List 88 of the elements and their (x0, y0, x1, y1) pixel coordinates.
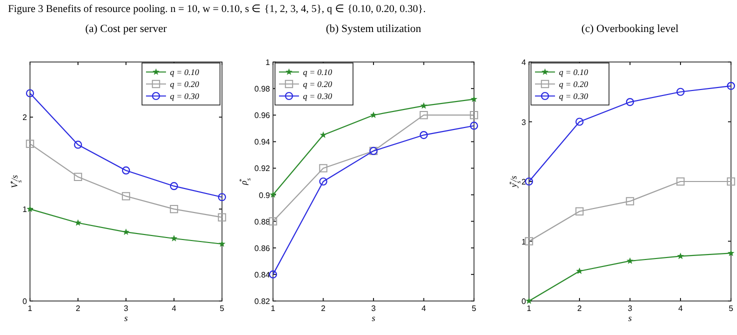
y-tick-label: 0.84 (254, 270, 271, 280)
point (626, 257, 634, 264)
y-tick-label: 0.86 (254, 244, 271, 253)
chart-title: (a) Cost per server (85, 23, 168, 35)
y-tick-label: 0.82 (254, 297, 271, 306)
legend-label: q = 0.10 (559, 67, 589, 77)
point (676, 88, 685, 96)
y-tick-label: 0.98 (254, 84, 271, 94)
legend-label: q = 0.30 (559, 91, 589, 101)
point (268, 217, 278, 226)
point (626, 98, 634, 106)
point (122, 228, 130, 235)
point (218, 213, 226, 222)
point (170, 204, 178, 214)
point (626, 197, 634, 206)
x-axis-title: s (124, 313, 128, 323)
x-axis-title: s (372, 313, 376, 323)
point (319, 177, 328, 186)
point (420, 130, 428, 140)
point (270, 191, 276, 198)
y-tick-label: 0 (522, 297, 527, 306)
point (676, 177, 685, 186)
point (420, 111, 428, 120)
point (218, 240, 226, 247)
point (524, 237, 534, 246)
point (726, 177, 736, 186)
point (320, 131, 327, 138)
y-tick-label: 3 (522, 118, 527, 127)
point (26, 140, 34, 148)
legend-label: q = 0.30 (170, 91, 200, 101)
point (26, 89, 34, 98)
legend-label: q = 0.10 (303, 67, 333, 77)
y-tick-label: 0 (22, 297, 28, 306)
x-tick-label: 4 (172, 304, 177, 313)
chart-title: (c) Overbooking level (581, 23, 679, 35)
legend-label: q = 0.20 (170, 79, 200, 89)
x-tick-label: 4 (678, 304, 684, 313)
x-tick-label: 3 (371, 304, 376, 313)
point (122, 166, 130, 175)
x-axis-title: s (628, 313, 632, 323)
point (26, 205, 34, 212)
point (170, 234, 178, 242)
point (470, 96, 478, 102)
point (524, 177, 534, 186)
y-tick-label: 1 (522, 237, 527, 246)
caption: Figure 3 Benefits of resource pooling. n = 10, w = 0.10, s ∈ {1, 2, 3, 4, 5}, q ∈ {0.10, 0.20, 0.30}. (8, 4, 426, 15)
point (470, 111, 478, 120)
x-tick-label: 3 (628, 304, 633, 313)
point (420, 102, 428, 109)
x-tick-label: 2 (577, 304, 582, 313)
x-tick-label: 5 (728, 304, 734, 313)
y-tick-label: 2 (22, 113, 28, 122)
y-tick-label: 1 (22, 205, 28, 214)
point (268, 270, 278, 278)
point (170, 182, 178, 190)
point (370, 112, 377, 118)
point (726, 82, 736, 90)
legend-label: q = 0.10 (170, 67, 200, 77)
x-tick-label: 4 (422, 304, 427, 313)
x-tick-label: 2 (321, 304, 326, 313)
y-tick-label: 1 (266, 58, 271, 67)
x-tick-label: 5 (472, 304, 477, 313)
legend-label: q = 0.30 (303, 91, 333, 101)
point (74, 219, 82, 226)
y-tick-label: 4 (522, 58, 527, 67)
x-tick-label: 2 (76, 304, 81, 313)
legend-label: q = 0.20 (559, 79, 589, 89)
y-tick-label: 0.96 (254, 111, 271, 120)
point (526, 297, 532, 304)
point (575, 118, 584, 126)
x-tick-label: 3 (124, 304, 129, 313)
chart-title: (b) System utilization (326, 23, 422, 35)
point (728, 250, 734, 256)
y-tick-label: 2 (522, 178, 527, 186)
y-tick-label: 0.92 (254, 164, 271, 174)
point (470, 122, 478, 130)
point (122, 192, 130, 200)
legend-label: q = 0.20 (303, 79, 333, 89)
point (677, 252, 684, 260)
x-tick-label: 5 (220, 304, 225, 313)
point (576, 268, 583, 274)
point (218, 193, 226, 202)
point (319, 164, 328, 172)
y-tick-label: 0.94 (254, 138, 271, 147)
point (74, 172, 82, 182)
point (74, 140, 82, 149)
y-tick-label: 0.9 (258, 190, 271, 200)
point (575, 207, 584, 216)
